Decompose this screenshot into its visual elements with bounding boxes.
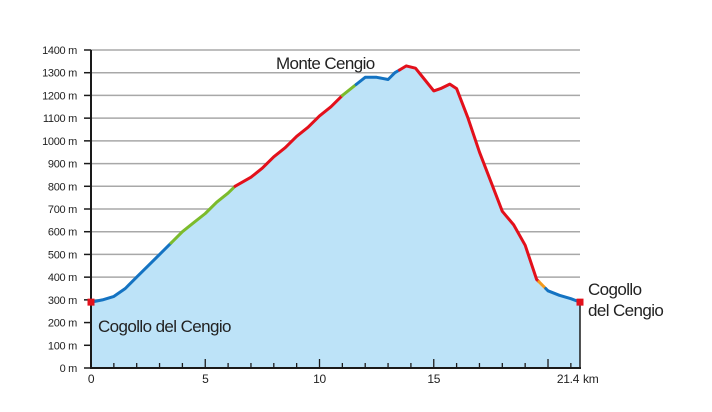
- y-tick-label: 900 m: [48, 159, 77, 171]
- x-tick-label: 21.4: [557, 372, 580, 386]
- elevation-area: [91, 65, 580, 369]
- segment-red: [233, 93, 344, 188]
- y-tick-label: 700 m: [48, 204, 77, 216]
- end-marker: [576, 298, 584, 306]
- segment-blue: [89, 241, 173, 304]
- x-tick-label: 10: [313, 372, 326, 386]
- y-tick-label: 200 m: [48, 318, 77, 330]
- y-tick-label: 1100 m: [43, 113, 77, 125]
- peak-label: Monte Cengio: [276, 54, 375, 73]
- y-tick-label: 0 m: [60, 363, 78, 375]
- place-labels: Monte Cengio Cogollo del Cengio Cogollo …: [98, 54, 664, 336]
- x-tick-label: 0: [88, 372, 95, 386]
- start-label: Cogollo del Cengio: [98, 317, 231, 336]
- endpoint-markers: [87, 298, 584, 306]
- end-label-line1: Cogollo: [588, 280, 642, 299]
- y-tick-label: 1000 m: [42, 136, 77, 148]
- elevation-line-segments: [89, 64, 582, 304]
- x-axis-ticks: 0 5 10 15 21.4 km: [88, 359, 599, 386]
- y-tick-label: 500 m: [48, 249, 77, 261]
- start-marker: [87, 298, 95, 306]
- x-tick-label: 15: [427, 372, 440, 386]
- segment-blue: [544, 287, 582, 304]
- y-tick-label: 800 m: [48, 181, 77, 193]
- y-tick-label: 600 m: [48, 227, 77, 239]
- y-tick-label: 300 m: [48, 295, 77, 307]
- segment-blue: [354, 68, 401, 86]
- x-unit-label: km: [583, 372, 599, 386]
- segment-orange: [537, 280, 548, 290]
- y-tick-label: 1200 m: [42, 90, 77, 102]
- y-tick-label: 1400 m: [42, 45, 77, 57]
- y-tick-label: 100 m: [48, 340, 77, 352]
- y-tick-label: 1300 m: [42, 68, 77, 80]
- segment-red: [398, 64, 541, 284]
- y-axis-ticks: 0 m 100 m 200 m 300 m 400 m 500 m 600 m 700 m 80…: [42, 45, 91, 375]
- end-label-line2: del Cengio: [588, 301, 663, 320]
- segment-green: [169, 184, 237, 245]
- x-tick-label: 5: [202, 372, 209, 386]
- y-tick-label: 400 m: [48, 272, 77, 284]
